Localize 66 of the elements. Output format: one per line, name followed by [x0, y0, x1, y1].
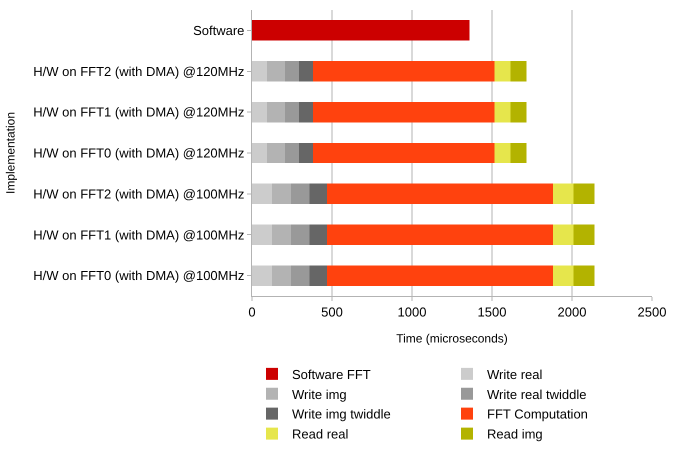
legend-label: Software FFT [292, 366, 371, 382]
y-tick-label: H/W on FFT1 (with DMA) @100MHz [33, 227, 244, 242]
x-tick-label: 0 [248, 304, 256, 320]
x-tick-label: 2000 [558, 304, 586, 320]
bar [291, 224, 310, 245]
legend-label: FFT Computation [487, 406, 588, 422]
bar [310, 224, 328, 245]
legend-label: Read img [487, 426, 543, 442]
bar [291, 265, 310, 286]
legend-label: Write img twiddle [292, 406, 391, 422]
y-tick-label: H/W on FFT0 (with DMA) @100MHz [33, 268, 244, 284]
bar [574, 265, 594, 286]
bar [574, 184, 594, 204]
bar [252, 265, 272, 286]
bar [267, 142, 285, 164]
x-tick-label: 1500 [478, 304, 506, 320]
bar [267, 102, 285, 122]
bar [310, 265, 328, 286]
bar [552, 265, 574, 286]
legend-label: Write real twiddle [487, 386, 586, 402]
bar [510, 102, 526, 122]
bar [252, 184, 272, 204]
bar [327, 265, 553, 286]
bar [552, 184, 574, 204]
y-axis-title: Implementation [4, 112, 18, 194]
bar [284, 102, 300, 122]
x-tick-label: 2500 [638, 304, 666, 320]
bar [291, 184, 310, 204]
y-tick-label: Software [193, 22, 244, 38]
bar [310, 184, 328, 204]
bar [267, 61, 285, 82]
y-tick-label: H/W on FFT0 (with DMA) @120MHz [33, 146, 244, 161]
bar [327, 184, 553, 204]
bar [272, 224, 292, 245]
bar [552, 224, 574, 245]
bar [299, 61, 313, 82]
bar [252, 102, 268, 122]
bar [312, 102, 494, 122]
bar [252, 142, 268, 164]
legend-label: Write real [487, 366, 542, 382]
bar [284, 142, 300, 164]
x-tick-label: 500 [321, 304, 343, 320]
bar [510, 142, 526, 164]
y-tick-label: H/W on FFT2 (with DMA) @120MHz [33, 64, 244, 79]
x-axis-title: Time (microseconds) [396, 332, 508, 346]
bar [252, 224, 272, 245]
bar [494, 142, 510, 164]
bar [312, 61, 494, 82]
bar [272, 184, 292, 204]
bar [510, 61, 526, 82]
bar [494, 61, 510, 82]
x-tick-label: 1000 [398, 304, 426, 320]
bar [272, 265, 292, 286]
bar [299, 102, 313, 122]
y-tick-label: H/W on FFT1 (with DMA) @120MHz [33, 104, 244, 120]
legend-label: Read real [292, 426, 348, 442]
bar [252, 61, 268, 82]
bar [574, 224, 594, 245]
bar [299, 142, 313, 164]
legend-label: Write img [292, 386, 347, 402]
bar [252, 20, 470, 41]
bar [312, 142, 494, 164]
y-tick-label: H/W on FFT2 (with DMA) @100MHz [33, 186, 244, 202]
bar [327, 224, 553, 245]
bar [284, 61, 300, 82]
bar [494, 102, 510, 122]
